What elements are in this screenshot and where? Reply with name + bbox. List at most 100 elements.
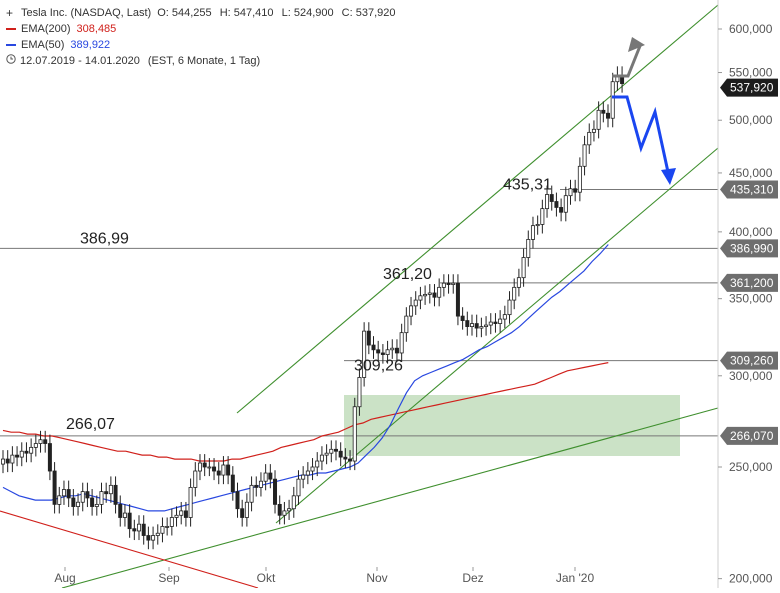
candle-body xyxy=(216,470,221,476)
candle-body xyxy=(305,470,310,476)
level-axis-label: 266,070 xyxy=(730,429,774,443)
level-axis-tag xyxy=(720,180,778,199)
candle-body xyxy=(291,495,296,510)
candle-body xyxy=(160,526,165,534)
candle-body xyxy=(226,464,231,476)
last-price-tag xyxy=(720,78,778,97)
y-tick-label: 400,000 xyxy=(729,225,773,239)
candle-body xyxy=(151,535,156,541)
ohlc-values: O: 544,255 H: 547,410 L: 524,900 C: 537,… xyxy=(157,5,400,21)
candle-body xyxy=(338,450,343,458)
candle-body xyxy=(601,109,606,114)
level-axis-label: 435,310 xyxy=(730,183,774,197)
candle-body xyxy=(104,491,109,495)
candle-body xyxy=(329,448,334,454)
candle-body xyxy=(165,526,170,528)
candle-body xyxy=(610,81,615,119)
candle-body xyxy=(169,517,174,527)
candle-body xyxy=(212,466,217,472)
candle-body xyxy=(418,295,423,301)
candle-body xyxy=(99,491,104,505)
legend-ema200-row[interactable]: EMA(200) 308,485 xyxy=(6,21,401,37)
level-chart-label: 266,07 xyxy=(66,416,115,433)
x-tick-label: Nov xyxy=(366,571,387,585)
legend-ema50-row[interactable]: EMA(50) 389,922 xyxy=(6,37,401,53)
chart-legend: + Tesla Inc. (NASDAQ, Last) O: 544,255 H… xyxy=(6,5,401,69)
candle-body xyxy=(5,458,10,464)
candle-body xyxy=(47,443,52,472)
candle-body xyxy=(526,239,531,258)
level-chart-label: 386,99 xyxy=(80,230,129,247)
x-tick-label: Jan '20 xyxy=(556,571,595,585)
candle-body xyxy=(193,470,198,488)
candle-body xyxy=(282,510,287,516)
candle-body xyxy=(493,321,498,324)
ema50-swatch xyxy=(6,44,16,46)
candle-body xyxy=(61,489,66,497)
candle-body xyxy=(530,225,535,240)
x-tick-label: Dez xyxy=(462,571,483,585)
legend-title-row: + Tesla Inc. (NASDAQ, Last) O: 544,255 H… xyxy=(6,5,401,21)
candle-body xyxy=(507,299,512,316)
candle-body xyxy=(521,257,526,279)
ema50-value: 389,922 xyxy=(70,39,111,51)
candle-body xyxy=(409,305,414,317)
level-axis-tag xyxy=(720,426,778,445)
candle-body xyxy=(66,489,71,499)
candle-body xyxy=(249,484,254,503)
channel-line xyxy=(236,4,719,414)
period-range: 12.07.2019 - 14.01.2020 xyxy=(20,55,140,67)
candle-body xyxy=(24,450,29,454)
channel-line xyxy=(275,147,719,524)
candle-body xyxy=(258,480,263,488)
candle-body xyxy=(362,330,367,378)
ema200-line xyxy=(2,362,609,462)
candle-body xyxy=(137,523,142,532)
candle-body xyxy=(591,128,596,133)
candle-body xyxy=(90,497,95,507)
candle-body xyxy=(254,484,259,488)
candle-body xyxy=(352,406,357,462)
level-axis-label: 361,200 xyxy=(730,276,774,290)
candle-body xyxy=(587,131,592,146)
candle-body xyxy=(296,478,301,497)
close-value: C: 537,920 xyxy=(341,7,396,19)
y-tick-label: 250,000 xyxy=(729,460,773,474)
level-chart-label: 309,26 xyxy=(354,358,403,375)
candle-body xyxy=(385,349,390,355)
level-axis-tag xyxy=(720,239,778,258)
candle-body xyxy=(273,478,278,505)
y-tick-label: 500,000 xyxy=(729,113,773,127)
candle-body xyxy=(43,439,48,444)
candle-body xyxy=(240,508,245,518)
candle-body xyxy=(577,165,582,193)
candle-body xyxy=(33,443,38,448)
y-tick-label: 200,000 xyxy=(729,572,773,586)
support-zone xyxy=(344,395,680,456)
candle-body xyxy=(197,462,202,472)
candle-body xyxy=(155,532,160,536)
candle-body xyxy=(437,286,442,298)
candle-body xyxy=(85,491,90,499)
high-value: H: 547,410 xyxy=(219,7,274,19)
candle-body xyxy=(10,454,15,464)
legend-period-row: 12.07.2019 - 14.01.2020 (EST, 6 Monate, … xyxy=(6,53,401,69)
candle-body xyxy=(188,487,193,518)
x-tick-label: Okt xyxy=(257,571,276,585)
candle-body xyxy=(122,512,127,518)
candle-body xyxy=(235,491,240,510)
y-tick-label: 300,000 xyxy=(729,369,773,383)
candle-body xyxy=(563,195,568,213)
candle-body xyxy=(606,112,611,119)
candle-body xyxy=(207,466,212,469)
clock-icon xyxy=(6,53,16,69)
candle-body xyxy=(71,497,76,507)
level-axis-label: 309,260 xyxy=(730,354,774,368)
open-value: O: 544,255 xyxy=(157,7,212,19)
candle-body xyxy=(394,347,399,354)
plus-icon[interactable]: + xyxy=(6,6,14,20)
candle-body xyxy=(38,439,43,444)
candle-body xyxy=(29,446,34,454)
candle-body xyxy=(596,109,601,130)
